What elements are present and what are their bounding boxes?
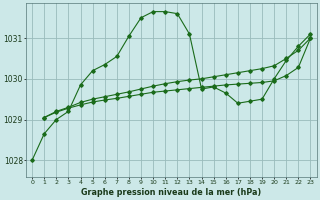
X-axis label: Graphe pression niveau de la mer (hPa): Graphe pression niveau de la mer (hPa) xyxy=(81,188,261,197)
